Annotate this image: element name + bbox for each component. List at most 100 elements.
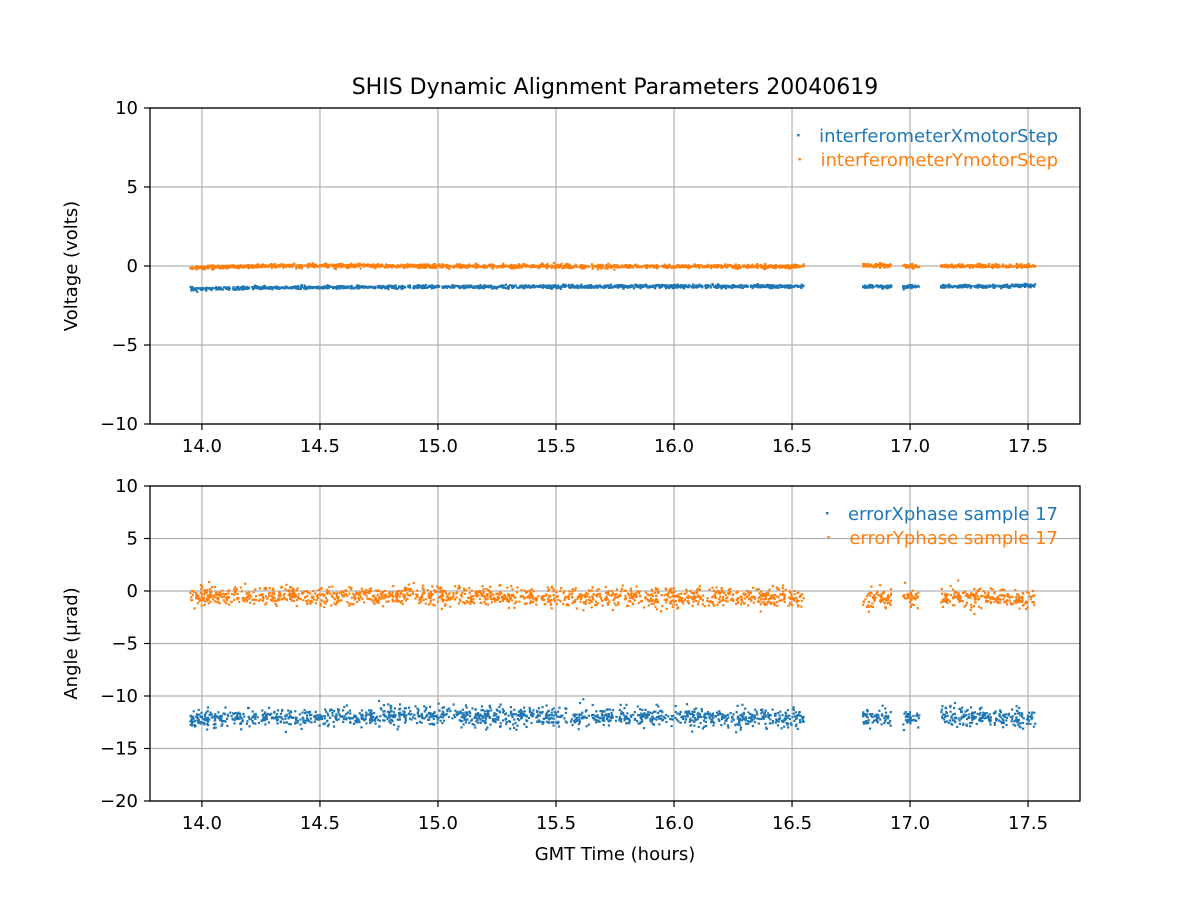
data-point (1018, 711, 1021, 715)
data-point (246, 720, 249, 723)
data-point (801, 718, 804, 721)
data-point (708, 265, 711, 268)
data-point (647, 713, 651, 716)
data-point (310, 264, 313, 267)
data-point (694, 265, 697, 268)
data-point (385, 715, 388, 718)
data-point (886, 721, 889, 725)
data-point (257, 265, 260, 268)
data-point (454, 284, 457, 287)
data-point (715, 715, 718, 718)
data-point (1006, 265, 1009, 268)
data-point (887, 715, 890, 718)
data-point (732, 718, 735, 722)
data-point (772, 266, 775, 269)
data-point (425, 266, 428, 269)
data-point (742, 284, 745, 287)
data-point (881, 704, 884, 707)
data-point (622, 284, 625, 288)
data-point (1027, 722, 1030, 725)
data-point (320, 286, 323, 289)
data-point (415, 264, 418, 267)
data-point (215, 286, 218, 289)
data-point (384, 285, 387, 288)
data-point (340, 264, 343, 267)
data-point (368, 285, 371, 289)
data-point (1004, 266, 1007, 269)
data-point (691, 710, 694, 713)
data-point (954, 721, 957, 724)
data-point (345, 704, 349, 707)
data-point (396, 728, 399, 731)
data-point (747, 716, 750, 719)
data-point (551, 708, 554, 711)
data-point (388, 711, 391, 714)
data-point (776, 286, 779, 289)
data-point (782, 720, 785, 724)
data-point (223, 712, 226, 715)
data-point (642, 727, 646, 730)
data-point (944, 707, 948, 710)
data-point (344, 264, 347, 267)
data-point (264, 264, 267, 267)
data-point (452, 286, 455, 289)
data-point (232, 288, 235, 291)
data-point (297, 263, 301, 267)
data-point (608, 720, 611, 723)
data-point (725, 717, 728, 721)
data-point (735, 723, 738, 726)
data-point (313, 715, 316, 718)
data-point (541, 706, 544, 709)
data-point (485, 285, 488, 288)
data-point (479, 718, 482, 721)
data-point (510, 713, 513, 716)
data-point (573, 721, 576, 724)
data-point (621, 264, 624, 267)
data-point (551, 714, 554, 717)
data-point (208, 718, 211, 721)
data-point (251, 286, 254, 289)
data-point (336, 285, 339, 289)
data-point (489, 706, 492, 709)
data-point (209, 287, 212, 290)
data-point (722, 713, 725, 716)
data-point (698, 713, 702, 716)
data-point (870, 284, 873, 287)
data-point (775, 719, 778, 723)
data-point (195, 715, 198, 718)
data-point (1006, 285, 1009, 288)
data-point (749, 713, 752, 716)
data-point (339, 262, 342, 265)
data-point (985, 716, 988, 719)
data-point (760, 286, 763, 289)
data-point (691, 713, 694, 716)
data-point (201, 717, 204, 720)
data-point (490, 284, 493, 287)
data-point (724, 263, 727, 266)
data-point (586, 285, 589, 289)
data-point (391, 720, 394, 723)
data-point (641, 720, 644, 723)
data-point (552, 707, 555, 710)
data-point (912, 267, 915, 270)
data-point (653, 717, 656, 720)
data-point (695, 707, 698, 710)
data-point (709, 284, 712, 288)
data-point (665, 266, 669, 270)
data-point (329, 708, 332, 711)
data-point (234, 712, 237, 715)
data-point (941, 705, 944, 708)
data-point (976, 712, 979, 715)
data-point (598, 716, 601, 719)
data-point (864, 263, 867, 266)
data-point (278, 286, 281, 289)
data-point (909, 716, 913, 719)
data-point (403, 707, 406, 710)
data-point (511, 267, 514, 270)
data-point (758, 284, 761, 287)
data-point (528, 706, 531, 709)
data-point (573, 265, 576, 268)
data-point (552, 714, 555, 717)
data-point (309, 717, 312, 720)
data-point (383, 710, 386, 713)
